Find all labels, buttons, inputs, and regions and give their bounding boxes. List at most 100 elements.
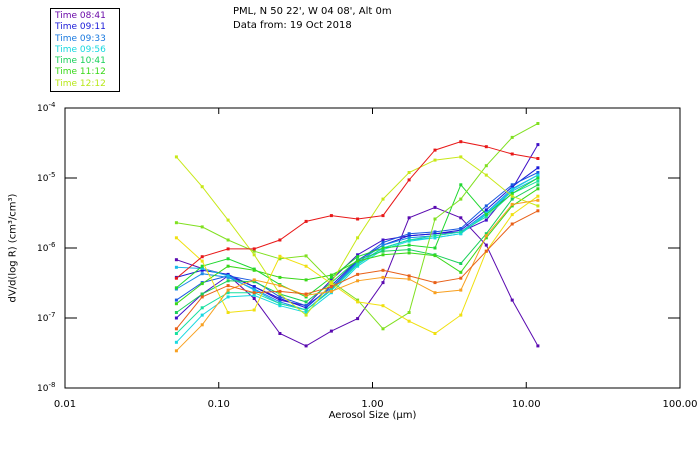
data-point bbox=[304, 278, 308, 282]
data-point bbox=[484, 145, 488, 149]
y-tick-base: 10 bbox=[37, 384, 49, 394]
series-line bbox=[176, 210, 539, 330]
data-point bbox=[226, 247, 230, 251]
data-point bbox=[200, 225, 204, 229]
data-point bbox=[536, 187, 540, 191]
y-tick-label: 10-6 bbox=[37, 241, 56, 254]
series-12:12 bbox=[174, 155, 540, 317]
data-point bbox=[356, 279, 360, 283]
data-point bbox=[226, 279, 230, 283]
data-point bbox=[329, 282, 333, 286]
data-point bbox=[252, 278, 256, 282]
data-point bbox=[252, 288, 256, 292]
data-point bbox=[381, 238, 385, 242]
data-point bbox=[356, 317, 360, 321]
data-point bbox=[407, 232, 411, 236]
data-point bbox=[407, 277, 411, 281]
data-point bbox=[252, 297, 256, 300]
data-point bbox=[356, 236, 360, 240]
data-point bbox=[356, 255, 360, 259]
data-point bbox=[200, 313, 204, 317]
data-point bbox=[278, 298, 282, 302]
data-point bbox=[407, 311, 411, 314]
data-point bbox=[459, 183, 463, 187]
data-point bbox=[459, 228, 463, 232]
data-point bbox=[226, 218, 230, 222]
legend-entry: Time 08:41 bbox=[55, 11, 106, 21]
data-point bbox=[459, 288, 463, 292]
x-tick-label: 0.10 bbox=[208, 399, 230, 410]
data-point bbox=[304, 304, 308, 308]
data-point bbox=[356, 259, 360, 263]
data-point bbox=[278, 238, 282, 242]
y-tick-base: 10 bbox=[37, 104, 49, 114]
data-point bbox=[329, 278, 333, 282]
data-point bbox=[278, 300, 282, 304]
series-13:20 bbox=[174, 140, 540, 280]
legend-entry: Time 09:33 bbox=[55, 33, 106, 44]
data-point bbox=[174, 316, 178, 320]
data-point bbox=[381, 327, 385, 331]
data-point bbox=[200, 267, 204, 270]
data-point bbox=[174, 221, 178, 225]
data-point bbox=[329, 275, 333, 279]
data-point bbox=[381, 214, 385, 218]
data-point bbox=[381, 197, 385, 201]
data-point bbox=[381, 253, 385, 257]
data-point bbox=[536, 179, 540, 183]
data-point bbox=[433, 205, 437, 209]
data-point bbox=[459, 155, 463, 159]
series-line bbox=[176, 177, 539, 311]
data-point bbox=[381, 281, 385, 285]
data-point bbox=[459, 313, 463, 317]
data-point bbox=[226, 274, 230, 278]
series-11:12 bbox=[174, 187, 540, 306]
y-tick-label: 10-8 bbox=[37, 381, 55, 394]
data-point bbox=[407, 234, 411, 238]
data-point bbox=[174, 258, 178, 262]
data-point bbox=[407, 251, 411, 255]
data-point bbox=[304, 264, 308, 268]
series-10:18 bbox=[174, 179, 540, 335]
series-line bbox=[176, 144, 539, 319]
data-point bbox=[278, 304, 282, 308]
data-point bbox=[510, 213, 514, 217]
data-point bbox=[510, 202, 514, 206]
data-point bbox=[407, 178, 411, 182]
data-point bbox=[200, 255, 204, 259]
data-point bbox=[536, 122, 540, 125]
x-tick-label: 0.01 bbox=[54, 399, 76, 410]
data-point bbox=[459, 197, 463, 201]
data-point bbox=[278, 295, 282, 299]
x-axis-label: Aerosol Size (µm) bbox=[329, 410, 417, 421]
y-tick-label: 10-7 bbox=[37, 311, 55, 324]
y-tick-label: 10-5 bbox=[37, 171, 55, 184]
data-point bbox=[356, 300, 360, 304]
data-point bbox=[484, 173, 488, 177]
data-point bbox=[536, 157, 540, 160]
series-line bbox=[176, 123, 539, 330]
data-point bbox=[459, 270, 463, 274]
series-12:30 bbox=[174, 194, 540, 335]
data-point bbox=[174, 311, 178, 314]
data-point bbox=[407, 243, 411, 247]
x-tick-label: 100.00 bbox=[663, 399, 698, 410]
data-point bbox=[252, 293, 256, 297]
data-point bbox=[174, 236, 178, 240]
data-point bbox=[226, 238, 230, 242]
y-axis-label: dV/d(log R) (cm³/cm³) bbox=[7, 193, 19, 303]
data-point bbox=[329, 289, 333, 293]
data-point bbox=[433, 246, 437, 250]
y-tick-base: 10 bbox=[37, 174, 49, 184]
data-point bbox=[407, 216, 411, 220]
data-point bbox=[174, 265, 178, 269]
data-point bbox=[510, 298, 514, 302]
data-point bbox=[356, 272, 360, 276]
legend-entry: Time 12:12 bbox=[55, 78, 106, 89]
data-point bbox=[356, 217, 360, 221]
data-point bbox=[510, 192, 514, 195]
data-point bbox=[226, 264, 230, 268]
series-13:00 bbox=[174, 209, 540, 331]
data-point bbox=[226, 257, 230, 261]
data-point bbox=[304, 254, 308, 258]
